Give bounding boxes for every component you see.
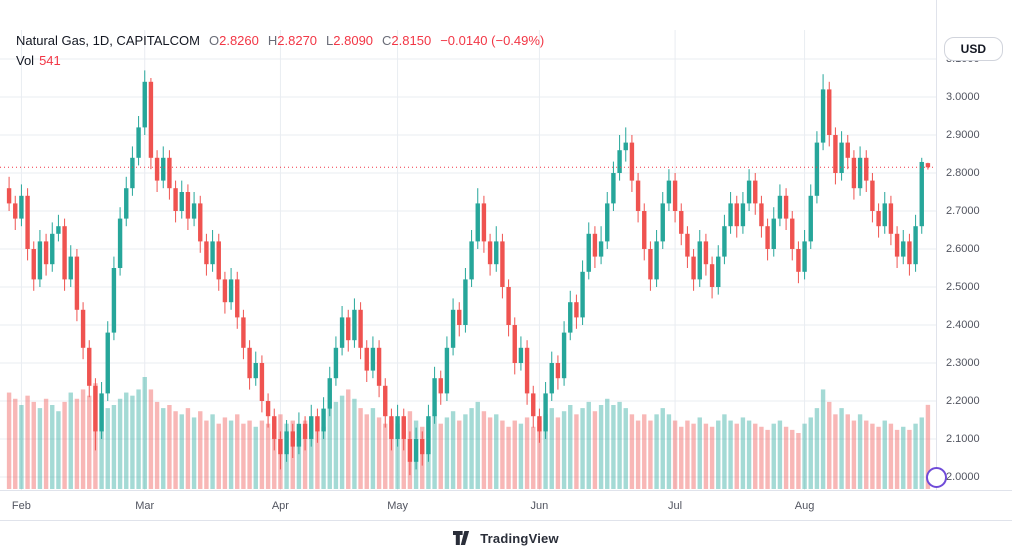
change-value: −0.0140 (−0.49%): [440, 33, 545, 48]
volume-series: [6, 377, 931, 489]
price-tick-label: 2.9000: [946, 129, 980, 141]
tradingview-logo-icon: [453, 531, 470, 545]
time-tick-label: Aug: [794, 500, 815, 512]
time-tick-label: Apr: [271, 500, 289, 512]
price-tick-label: 3.0000: [946, 91, 980, 103]
footer-bar: TradingView: [0, 520, 1012, 555]
scroll-to-realtime-button[interactable]: [926, 467, 947, 488]
close-value: C2.8150: [382, 33, 432, 48]
candle-series: [6, 70, 931, 476]
symbol-title[interactable]: Natural Gas, 1D, CAPITALCOM: [16, 33, 200, 48]
volume-label[interactable]: Vol: [16, 53, 35, 68]
price-tick-label: 2.4000: [946, 319, 980, 331]
open-value: O2.8260: [208, 33, 259, 48]
time-tick-label: Feb: [11, 500, 31, 512]
low-value: L2.8090: [326, 33, 374, 48]
candlestick-chart[interactable]: [0, 0, 1012, 490]
time-tick-label: Jul: [668, 500, 683, 512]
high-value: H2.8270: [267, 33, 318, 48]
volume-value: 541: [39, 53, 61, 68]
price-tick-label: 2.8000: [946, 167, 980, 179]
tradingview-logo-text: TradingView: [480, 530, 559, 546]
price-tick-label: 2.7000: [946, 205, 980, 217]
grid-layer: [0, 30, 937, 490]
price-tick-label: 2.6000: [946, 243, 980, 255]
symbol-legend: Natural Gas, 1D, CAPITALCOM O2.8260 H2.8…: [16, 33, 544, 68]
tradingview-logo[interactable]: TradingView: [453, 531, 559, 546]
time-tick-label: Mar: [135, 500, 155, 512]
price-tick-label: 2.2000: [946, 395, 980, 407]
currency-button[interactable]: USD: [943, 37, 1003, 61]
price-axis[interactable]: 3.10003.00002.90002.80002.70002.60002.50…: [936, 0, 1012, 490]
time-axis[interactable]: Feb Mar Apr May Jun Jul Aug: [0, 490, 1012, 521]
price-tick-label: 2.5000: [946, 281, 980, 293]
price-tick-label: 2.3000: [946, 357, 980, 369]
price-tick-label: 2.0000: [946, 471, 980, 483]
time-tick-label: Jun: [530, 500, 549, 512]
time-tick-label: May: [387, 500, 408, 512]
price-tick-label: 2.1000: [946, 433, 980, 445]
